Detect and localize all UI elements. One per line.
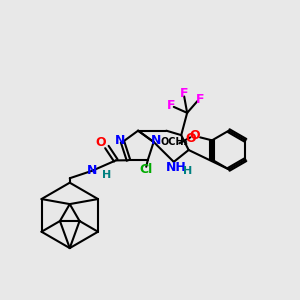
- Text: H: H: [102, 170, 112, 180]
- Text: N: N: [151, 134, 161, 147]
- Text: F: F: [167, 99, 175, 112]
- Text: N: N: [87, 164, 97, 177]
- Text: O: O: [96, 136, 106, 149]
- Text: N: N: [115, 134, 125, 147]
- Text: Cl: Cl: [140, 163, 153, 176]
- Text: F: F: [196, 93, 205, 106]
- Text: NH: NH: [166, 161, 186, 174]
- Text: OCH₃: OCH₃: [161, 137, 189, 147]
- Text: H: H: [182, 167, 192, 176]
- Text: O: O: [189, 129, 200, 142]
- Text: F: F: [180, 87, 188, 100]
- Text: O: O: [185, 132, 196, 146]
